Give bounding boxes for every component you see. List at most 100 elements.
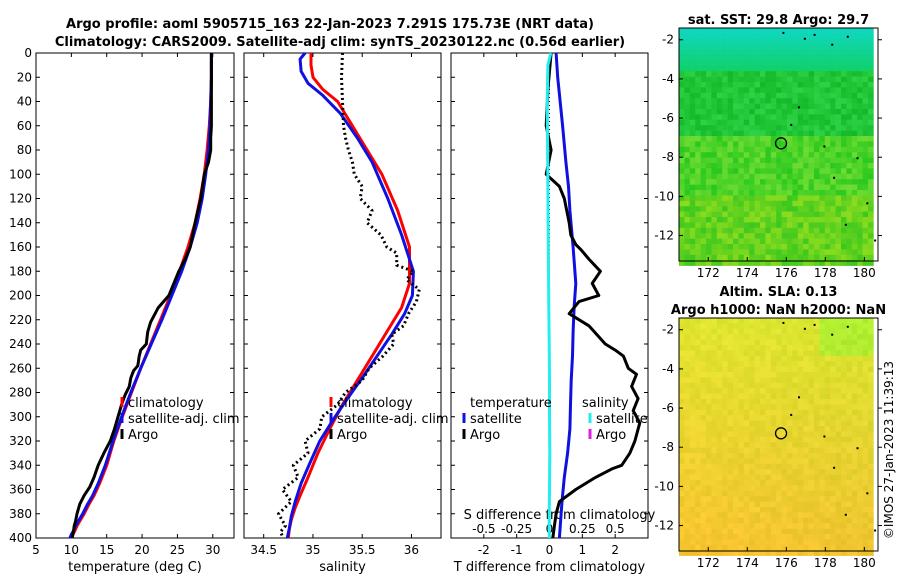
- heatmap-cell: [754, 339, 761, 346]
- heatmap-cell: [846, 71, 853, 77]
- heatmap-cell: [830, 206, 836, 212]
- heatmap-cell: [781, 114, 788, 121]
- heatmap-cell: [760, 195, 766, 202]
- heatmap-cell: [684, 523, 691, 529]
- heatmap-cell: [679, 38, 685, 45]
- heatmap-cell: [862, 206, 869, 212]
- heatmap-cell: [797, 512, 804, 519]
- heatmap-cell: [706, 447, 712, 454]
- heatmap-cell: [743, 409, 750, 416]
- heatmap-cell: [770, 318, 777, 324]
- heatmap-cell: [760, 355, 766, 362]
- heatmap-cell: [868, 328, 874, 335]
- heatmap-cell: [770, 211, 777, 218]
- heatmap-cell: [824, 195, 831, 202]
- heatmap-cell: [738, 334, 745, 340]
- heatmap-cell: [814, 393, 820, 400]
- heatmap-cell: [781, 544, 788, 551]
- heatmap-cell: [711, 173, 718, 180]
- heatmap-cell: [760, 453, 766, 459]
- heatmap-cell: [695, 318, 701, 324]
- heatmap-cell: [797, 442, 804, 448]
- heatmap-cell: [819, 28, 826, 34]
- heatmap-cell: [754, 534, 761, 540]
- heatmap-cell: [727, 534, 734, 540]
- heatmap-cell: [830, 146, 836, 153]
- heatmap-cell: [770, 190, 777, 196]
- heatmap-cell: [700, 184, 707, 191]
- heatmap-cell: [824, 119, 831, 126]
- heatmap-cell: [716, 136, 723, 142]
- heatmap-cell: [722, 420, 728, 427]
- heatmap-cell: [695, 334, 701, 340]
- heatmap-cell: [770, 249, 777, 256]
- heatmap-cell: [716, 168, 723, 175]
- heatmap-cell: [706, 33, 712, 40]
- heatmap-cell: [819, 512, 826, 519]
- heatmap-cell: [716, 55, 723, 61]
- heatmap-cell: [727, 146, 734, 153]
- heatmap-cell: [808, 92, 815, 99]
- heatmap-cell: [835, 539, 842, 546]
- heatmap-cell: [830, 366, 836, 373]
- heatmap-cell: [695, 453, 701, 459]
- heatmap-cell: [706, 92, 712, 99]
- heatmap-cell: [716, 33, 723, 40]
- heatmap-cell: [857, 431, 863, 438]
- heatmap-cell: [862, 190, 869, 196]
- heatmap-cell: [787, 480, 793, 486]
- heatmap-cell: [841, 125, 847, 131]
- heatmap-cell: [797, 409, 804, 416]
- heatmap-cell: [814, 157, 820, 164]
- heatmap-cell: [760, 217, 766, 223]
- heatmap-cell: [716, 217, 723, 223]
- heatmap-cell: [700, 217, 707, 223]
- heatmap-cell: [700, 200, 707, 207]
- heatmap-cell: [700, 501, 707, 508]
- heatmap-cell: [868, 339, 874, 346]
- y-tick-label: 80: [17, 143, 32, 157]
- heatmap-cell: [689, 501, 696, 508]
- heatmap-cell: [787, 415, 793, 421]
- heatmap-cell: [749, 244, 755, 250]
- heatmap-cell: [684, 217, 691, 223]
- heatmap-cell: [770, 119, 777, 126]
- heatmap-cell: [700, 372, 707, 378]
- heatmap-cell: [851, 109, 858, 115]
- heatmap-cell: [841, 420, 847, 427]
- heatmap-cell: [743, 377, 750, 384]
- heatmap-cell: [808, 442, 815, 448]
- heatmap-cell: [781, 372, 788, 378]
- heatmap-cell: [851, 528, 858, 535]
- heatmap-cell: [754, 233, 761, 239]
- heatmap-cell: [754, 33, 761, 40]
- heatmap-cell: [765, 474, 772, 481]
- heatmap-cell: [819, 372, 826, 378]
- heatmap-cell: [814, 458, 820, 465]
- heatmap-cell: [808, 76, 815, 83]
- heatmap-cell: [765, 463, 772, 470]
- heatmap-cell: [857, 168, 863, 175]
- heatmap-cell: [814, 146, 820, 153]
- heatmap-cell: [679, 480, 685, 486]
- heatmap-cell: [846, 453, 853, 459]
- heatmap-cell: [868, 136, 874, 142]
- heatmap-cell: [727, 98, 734, 104]
- heatmap-cell: [743, 361, 750, 367]
- heatmap-cell: [749, 393, 755, 400]
- heatmap-cell: [797, 426, 804, 432]
- heatmap-cell: [749, 157, 755, 164]
- heatmap-cell: [819, 33, 826, 40]
- heatmap-cell: [706, 474, 712, 481]
- heatmap-cell: [770, 442, 777, 448]
- heatmap-cell: [727, 480, 734, 486]
- heatmap-cell: [797, 87, 804, 94]
- heatmap-cell: [689, 109, 696, 115]
- heatmap-cell: [846, 28, 853, 34]
- heatmap-cell: [835, 65, 842, 72]
- y-tick-label: 240: [9, 337, 32, 351]
- heatmap-cell: [727, 136, 734, 142]
- heatmap-cell: [716, 318, 723, 324]
- heatmap-cell: [738, 339, 745, 346]
- heatmap-cell: [792, 157, 799, 164]
